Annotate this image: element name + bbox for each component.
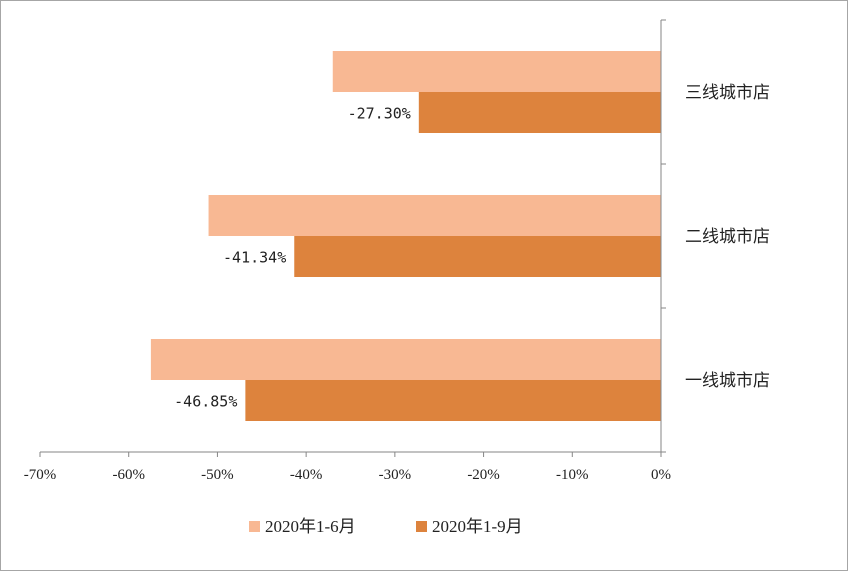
data-label-1: -46.85% xyxy=(174,393,237,411)
legend-swatch-2 xyxy=(416,521,427,532)
legend-label-2: 2020年1-9月 xyxy=(432,517,523,536)
bar-h1-1 xyxy=(150,339,661,380)
category-label-3: 三线城市店 xyxy=(685,83,770,103)
category-label-1: 一线城市店 xyxy=(685,371,770,391)
bar-h1-3 xyxy=(332,51,661,92)
bar-h1-2 xyxy=(208,195,662,236)
category-label-2: 二线城市店 xyxy=(685,227,770,247)
tick-label-1: -70% xyxy=(24,467,57,483)
bar-q3-2 xyxy=(294,236,661,277)
data-label-3: -27.30% xyxy=(348,105,411,123)
tick-label-2: -60% xyxy=(112,467,145,483)
tick-label-7: -10% xyxy=(556,467,589,483)
legend-label-1: 2020年1-6月 xyxy=(265,517,356,536)
bar-q3-1 xyxy=(245,380,661,421)
data-label-2: -41.34% xyxy=(223,249,286,267)
tick-label-8: 0% xyxy=(651,467,671,483)
tick-label-5: -30% xyxy=(379,467,412,483)
tick-label-4: -40% xyxy=(290,467,323,483)
bar-q3-3 xyxy=(418,92,661,133)
tick-label-6: -20% xyxy=(467,467,500,483)
tick-label-3: -50% xyxy=(201,467,234,483)
legend-swatch-1 xyxy=(249,521,260,532)
